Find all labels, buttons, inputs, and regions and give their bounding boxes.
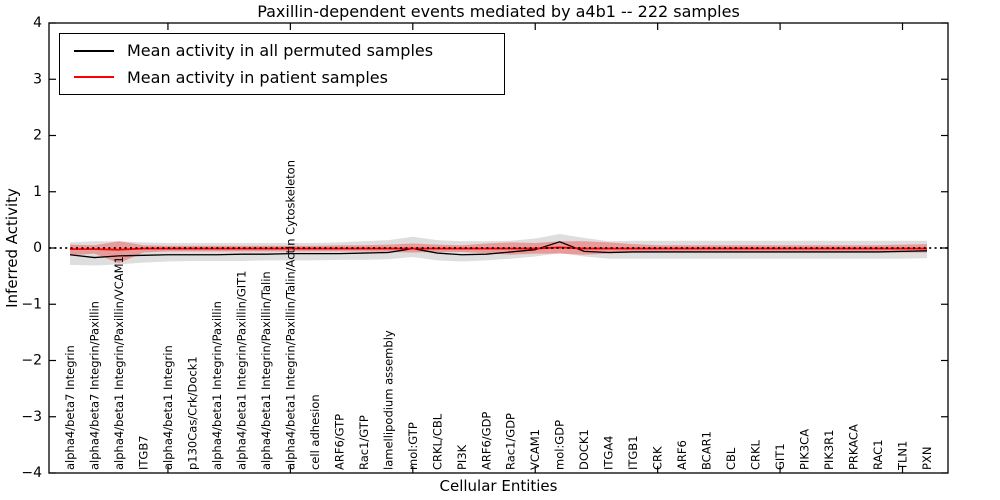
- patient-band: [70, 241, 927, 264]
- x-axis-label: Cellular Entities: [439, 477, 558, 495]
- x-tick-label: alpha4/beta7 Integrin: [63, 345, 77, 470]
- x-tick-label: CBL: [724, 447, 738, 470]
- legend: Mean activity in all permuted samples Me…: [59, 33, 505, 95]
- x-tick-label: RAC1: [871, 439, 885, 470]
- y-tick-label: 1: [33, 184, 42, 200]
- x-tick-label: ITGB7: [136, 435, 150, 470]
- x-tick-label: CRKL: [749, 439, 763, 470]
- x-tick-label: TLN1: [896, 441, 910, 471]
- x-tick-label: CRKL/CBL: [430, 413, 444, 470]
- x-tick-label: PXN: [920, 447, 934, 470]
- legend-line-sample-red: [74, 76, 114, 79]
- x-tick-label: alpha4/beta1 Integrin/Paxillin/Talin/Act…: [283, 160, 297, 470]
- x-tick-label: alpha4/beta1 Integrin/Paxillin/GIT1: [234, 271, 248, 470]
- x-tick-label: ARF6/GDP: [479, 412, 493, 470]
- y-tick-label: 4: [33, 15, 42, 31]
- x-tick-label: BCAR1: [700, 431, 714, 470]
- x-tick-label: alpha4/beta1 Integrin/Paxillin: [210, 301, 224, 470]
- y-tick-label: −3: [21, 409, 42, 425]
- x-tick-label: PI3K: [455, 444, 469, 470]
- x-tick-label: PIK3CA: [798, 429, 812, 470]
- x-tick-label: alpha4/beta1 Integrin/Paxillin/VCAM1: [112, 256, 126, 470]
- x-tick-label: mol:GDP: [553, 420, 567, 470]
- y-tick-label: 0: [33, 240, 42, 256]
- x-tick-label: alpha4/beta1 Integrin/Paxillin/Talin: [259, 271, 273, 470]
- x-tick-label: DOCK1: [577, 429, 591, 470]
- y-tick-label: 2: [33, 128, 42, 144]
- x-tick-label: Rac1/GDP: [504, 413, 518, 470]
- x-tick-label: mol:GTP: [406, 422, 420, 470]
- y-tick-label: −1: [21, 296, 42, 312]
- x-tick-label: ARF6/GTP: [332, 414, 346, 470]
- legend-item-permuted: Mean activity in all permuted samples: [74, 41, 504, 60]
- x-tick-label: cell adhesion: [308, 394, 322, 470]
- y-tick-label: −2: [21, 353, 42, 369]
- y-tick-label: 3: [33, 71, 42, 87]
- x-tick-label: alpha4/beta1 Integrin: [161, 345, 175, 470]
- x-tick-label: Rac1/GTP: [357, 415, 371, 470]
- x-tick-label: lamellipodium assembly: [381, 330, 395, 470]
- x-tick-label: p130Cas/Crk/Dock1: [185, 356, 199, 470]
- x-tick-label: CRK: [651, 446, 665, 470]
- x-tick-label: ITGB1: [626, 435, 640, 470]
- legend-item-patient: Mean activity in patient samples: [74, 68, 504, 87]
- x-tick-label: PIK3R1: [822, 430, 836, 471]
- legend-label-patient: Mean activity in patient samples: [127, 67, 388, 87]
- x-tick-label: GIT1: [773, 443, 787, 470]
- x-tick-label: ARF6: [675, 440, 689, 470]
- y-tick-label: −4: [21, 465, 42, 481]
- permuted-band: [70, 233, 927, 266]
- legend-line-sample-black: [74, 49, 114, 52]
- x-tick-label: VCAM1: [528, 429, 542, 470]
- x-tick-label: ITGA4: [602, 435, 616, 470]
- x-tick-label: alpha4/beta7 Integrin/Paxillin: [87, 301, 101, 470]
- permuted-mean-line: [69, 241, 928, 259]
- chart-title: Paxillin-dependent events mediated by a4…: [257, 2, 740, 21]
- x-tick-label: PRKACA: [847, 424, 861, 470]
- y-axis-label: Inferred Activity: [3, 188, 21, 308]
- legend-label-permuted: Mean activity in all permuted samples: [127, 41, 434, 61]
